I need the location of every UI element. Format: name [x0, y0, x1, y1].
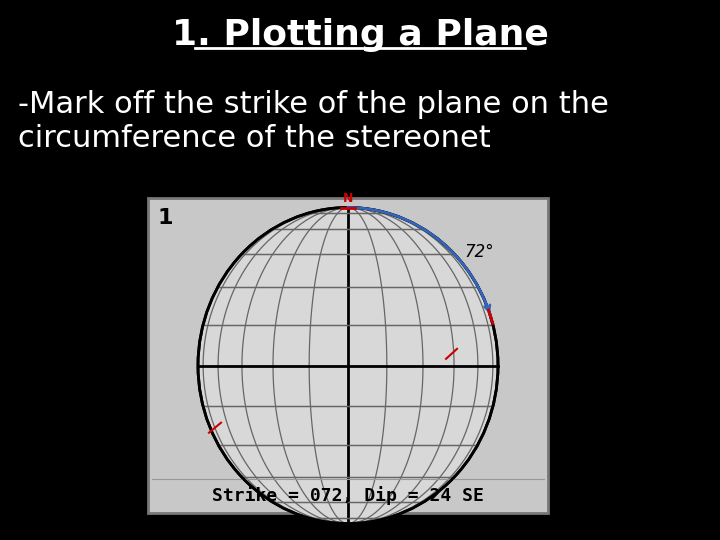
Bar	[148, 198, 548, 513]
Text: 72°: 72°	[464, 243, 495, 261]
Text: -Mark off the strike of the plane on the
circumference of the stereonet: -Mark off the strike of the plane on the…	[18, 90, 609, 153]
Text: Strike = 072, Dip = 24 SE: Strike = 072, Dip = 24 SE	[212, 487, 484, 505]
Text: 1: 1	[158, 208, 174, 228]
Ellipse shape	[198, 207, 498, 523]
Text: 1. Plotting a Plane: 1. Plotting a Plane	[171, 18, 549, 52]
Text: N: N	[343, 192, 354, 205]
